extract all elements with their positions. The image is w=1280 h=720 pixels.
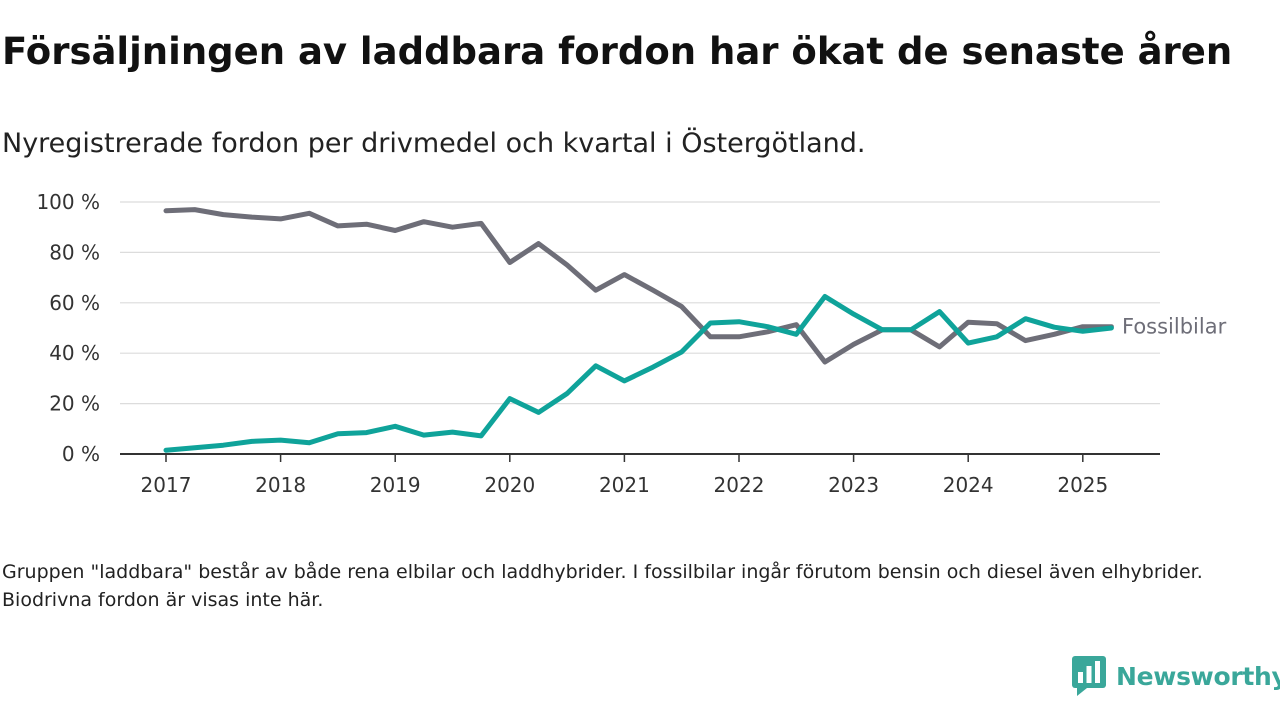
series-line bbox=[163, 207, 1114, 365]
x-tick-label: 2019 bbox=[370, 473, 421, 497]
y-tick-label: 0 % bbox=[62, 442, 100, 466]
y-axis-ticks: 0 % 20 % 40 % 60 % 80 % 100 % bbox=[36, 190, 100, 466]
x-tick-label: 2021 bbox=[599, 473, 650, 497]
y-tick-label: 40 % bbox=[49, 341, 100, 365]
x-tick-label: 2023 bbox=[828, 473, 879, 497]
brand-name: Newsworthy bbox=[1116, 661, 1280, 691]
x-tick-label: 2018 bbox=[255, 473, 306, 497]
x-tick-label: 2024 bbox=[943, 473, 994, 497]
series-line bbox=[163, 294, 1114, 453]
brand-logo: Newsworthy bbox=[1072, 656, 1280, 696]
x-tick-label: 2022 bbox=[714, 473, 765, 497]
grid-lines bbox=[120, 201, 1160, 405]
chart-subtitle: Nyregistrerade fordon per drivmedel och … bbox=[2, 128, 866, 159]
chart-title: Försäljningen av laddbara fordon har öka… bbox=[2, 30, 1233, 73]
footnote: Gruppen "laddbara" består av både rena e… bbox=[2, 561, 1203, 611]
x-axis: 2017 2018 2019 2020 2021 2022 2023 2024 2025 bbox=[120, 453, 1160, 497]
x-tick-label: 2025 bbox=[1057, 473, 1108, 497]
newsworthy-logo-icon bbox=[1072, 656, 1106, 696]
y-tick-label: 60 % bbox=[49, 291, 100, 315]
x-tick-label: 2020 bbox=[484, 473, 535, 497]
series-label: Fossilbilar bbox=[1122, 315, 1227, 339]
y-tick-label: 20 % bbox=[49, 392, 100, 416]
series-lines bbox=[163, 207, 1114, 453]
line-chart: 0 % 20 % 40 % 60 % 80 % 100 % 2017 2018 2019 202… bbox=[36, 190, 1227, 497]
x-tick-label: 2017 bbox=[141, 473, 192, 497]
series-labels: Fossilbilar bbox=[1122, 315, 1227, 339]
y-tick-label: 80 % bbox=[49, 240, 100, 264]
y-tick-label: 100 % bbox=[36, 190, 100, 214]
